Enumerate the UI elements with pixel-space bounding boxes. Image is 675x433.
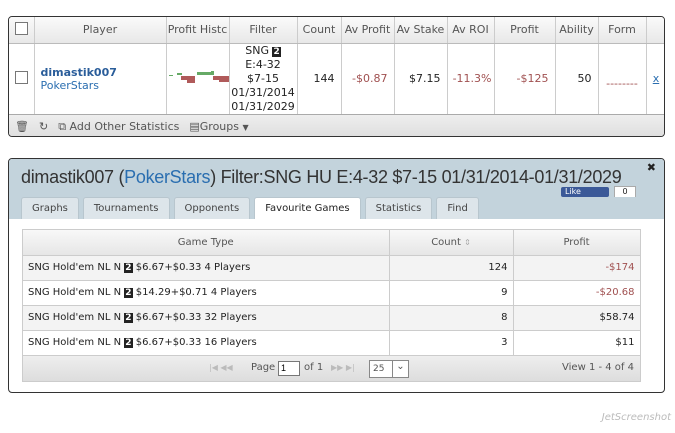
watermark: JetScreenshot bbox=[601, 412, 671, 423]
av-profit-value: -$0.87 bbox=[341, 43, 395, 115]
heads-up-badge: 2 bbox=[272, 46, 281, 57]
row-select-cell[interactable] bbox=[9, 43, 35, 115]
tab-statistics[interactable]: Statistics bbox=[364, 197, 433, 219]
av-roi-value: -11.3% bbox=[447, 43, 495, 115]
select-all-header[interactable] bbox=[9, 17, 35, 44]
table-row[interactable]: SNG Hold'em NL N 2 $14.29+$0.71 4 Player… bbox=[23, 280, 641, 306]
col-profit-history[interactable]: Profit Histc bbox=[166, 17, 230, 44]
col-filter[interactable]: Filter bbox=[229, 17, 298, 44]
chevron-down-icon: ▼ bbox=[242, 123, 249, 132]
facebook-like-button[interactable]: Like bbox=[561, 187, 609, 197]
tab-tournaments[interactable]: Tournaments bbox=[82, 197, 170, 219]
col-game-type[interactable]: Game Type bbox=[23, 230, 390, 256]
tab-opponents[interactable]: Opponents bbox=[173, 197, 251, 219]
site-link[interactable]: PokerStars bbox=[124, 167, 211, 187]
games-table: Game Type Count ⇕ Profit SNG Hold'em NL … bbox=[23, 230, 641, 356]
site-link[interactable]: PokerStars bbox=[40, 78, 100, 92]
next-last-page-icons[interactable]: ▶▶ ▶| bbox=[331, 362, 355, 372]
dialog-title: dimastik007 (PokerStars) Filter:SNG HU E… bbox=[21, 167, 622, 187]
table-row[interactable]: SNG Hold'em NL N 2 $6.67+$0.33 32 Player… bbox=[23, 305, 641, 331]
form-value: -------- bbox=[598, 43, 647, 115]
tab-graphs[interactable]: Graphs bbox=[21, 197, 79, 219]
col-ability[interactable]: Ability bbox=[555, 17, 599, 44]
row-checkbox[interactable] bbox=[14, 70, 28, 84]
view-count: View 1 - 4 of 4 bbox=[562, 361, 634, 373]
player-name-link[interactable]: dimastik007 bbox=[40, 65, 117, 79]
table-row[interactable]: SNG Hold'em NL N 2 $6.67+$0.33 16 Player… bbox=[23, 330, 641, 356]
count-value: 144 bbox=[297, 43, 342, 115]
favourite-games-grid: Game Type Count ⇕ Profit SNG Hold'em NL … bbox=[22, 229, 641, 382]
page-input[interactable] bbox=[278, 360, 300, 376]
col-form[interactable]: Form bbox=[598, 17, 647, 44]
trash-icon[interactable]: 🗑 bbox=[15, 120, 29, 133]
page-size-select[interactable]: 25 ⌄ bbox=[369, 359, 409, 378]
ability-value: 50 bbox=[555, 43, 599, 115]
stats-toolbar: 🗑 ↻ ⧉ Add Other Statistics ▤Groups ▼ bbox=[9, 114, 664, 136]
col-player[interactable]: Player bbox=[34, 17, 167, 44]
add-statistics-button[interactable]: ⧉ Add Other Statistics bbox=[58, 119, 180, 133]
sort-icon: ⇕ bbox=[464, 237, 471, 247]
col-av-stake[interactable]: Av Stake bbox=[394, 17, 448, 44]
tab-bar: Graphs Tournaments Opponents Favourite G… bbox=[21, 197, 479, 219]
add-icon: ⧉ bbox=[58, 119, 67, 133]
header-row: Player Profit Histc Filter Count Av Prof… bbox=[9, 17, 664, 44]
dialog-titlebar: dimastik007 (PokerStars) Filter:SNG HU E… bbox=[9, 159, 664, 219]
col-remove bbox=[646, 17, 664, 44]
groups-dropdown[interactable]: ▤Groups ▼ bbox=[189, 120, 249, 133]
col-count[interactable]: Count bbox=[297, 17, 342, 44]
col-profit[interactable]: Profit bbox=[513, 230, 641, 256]
col-av-roi[interactable]: Av ROI bbox=[447, 17, 495, 44]
profit-history-sparkline bbox=[166, 43, 230, 115]
col-profit[interactable]: Profit bbox=[494, 17, 556, 44]
refresh-icon[interactable]: ↻ bbox=[38, 120, 49, 133]
select-all-checkbox[interactable] bbox=[14, 21, 28, 35]
chevron-down-icon: ⌄ bbox=[392, 360, 408, 377]
like-count: 0 bbox=[614, 186, 636, 197]
col-count[interactable]: Count ⇕ bbox=[389, 230, 514, 256]
tab-favourite-games[interactable]: Favourite Games bbox=[254, 197, 361, 219]
pager: |◀ ◀◀ Page of 1 ▶▶ ▶| 25⌄ View 1 - 4 of … bbox=[23, 355, 640, 381]
filter-cell: SNG 2 E:4-32 $7-15 01/31/2014 01/31/2029 bbox=[229, 43, 298, 115]
sparkline-chart bbox=[168, 71, 229, 83]
player-stats-panel: Player Profit Histc Filter Count Av Prof… bbox=[8, 16, 665, 137]
player-stats-table: Player Profit Histc Filter Count Av Prof… bbox=[9, 17, 664, 115]
player-detail-dialog: dimastik007 (PokerStars) Filter:SNG HU E… bbox=[8, 158, 665, 393]
table-row: dimastik007 PokerStars SNG 2 E:4-32 $7-15… bbox=[9, 43, 664, 115]
col-av-profit[interactable]: Av Profit bbox=[341, 17, 395, 44]
table-row[interactable]: SNG Hold'em NL N 2 $6.67+$0.33 4 Players… bbox=[23, 255, 641, 281]
first-prev-page-icons[interactable]: |◀ ◀◀ bbox=[209, 362, 233, 372]
profit-value: -$125 bbox=[494, 43, 556, 115]
tab-find[interactable]: Find bbox=[436, 197, 479, 219]
close-icon[interactable]: ✖ bbox=[646, 161, 656, 174]
header-row: Game Type Count ⇕ Profit bbox=[23, 230, 641, 256]
groups-icon: ▤ bbox=[189, 120, 200, 133]
remove-player-link[interactable]: x bbox=[646, 43, 664, 115]
av-stake-value: $7.15 bbox=[394, 43, 448, 115]
